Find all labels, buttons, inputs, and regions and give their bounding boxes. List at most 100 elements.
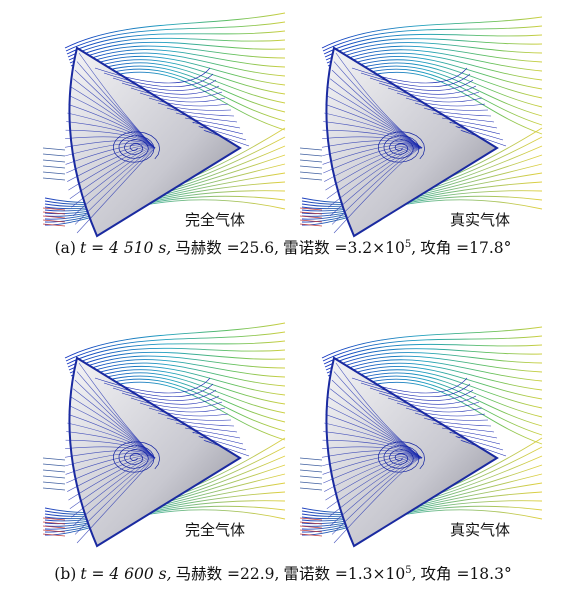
surface-streamline [414, 102, 489, 111]
caption-time: t = 4 600 s, [80, 565, 172, 583]
surface-streamline [405, 97, 486, 107]
surface-streamline [139, 92, 226, 103]
inflow [42, 223, 66, 227]
caption-sep: , [411, 565, 417, 583]
vortex [113, 131, 160, 163]
caption-reynolds: 雷诺数 =3.2×10 [283, 239, 405, 257]
inflow [299, 517, 323, 521]
streamline [65, 331, 286, 362]
streamline [329, 56, 543, 90]
surface-streamline [432, 422, 495, 433]
surface-streamline [130, 397, 223, 409]
surface-streamline [387, 397, 480, 409]
streamline-panel: 真实气体 [299, 326, 543, 548]
inflow [42, 469, 66, 473]
gas-model-label: 真实气体 [450, 211, 510, 229]
inflow [42, 219, 66, 223]
streamline [325, 352, 543, 371]
inflow [42, 171, 66, 175]
surface-streamline [67, 456, 156, 492]
inflow [299, 211, 323, 215]
inflow [299, 159, 323, 163]
inflow [299, 153, 323, 157]
inflow [42, 481, 66, 485]
inflow [299, 177, 323, 181]
inflow [299, 475, 323, 479]
surface-streamline [455, 126, 504, 141]
inflow [42, 517, 66, 521]
surface-streamline [360, 72, 471, 87]
surface-streamline [423, 107, 492, 117]
surface-streamline [326, 147, 423, 199]
surface-streamline [112, 387, 217, 401]
inflow [42, 533, 66, 537]
inflow [42, 211, 66, 215]
surface-streamline [157, 412, 232, 421]
surface-streamline [71, 147, 156, 208]
surface-streamline [175, 422, 238, 433]
surface-streamline [378, 392, 477, 405]
surface-streamline [360, 382, 471, 397]
caption-aoa: 攻角 =17.8° [420, 239, 512, 257]
caption-time: t = 4 510 s, [79, 239, 172, 257]
body-surface [68, 356, 242, 548]
surface-streamline [396, 402, 483, 413]
inflow [299, 165, 323, 169]
inflow [42, 153, 66, 157]
streamline [67, 37, 286, 58]
streamline [64, 12, 286, 49]
surface-streamline [329, 457, 423, 527]
surface-streamline [198, 126, 247, 141]
inflow [299, 215, 323, 219]
inflow [299, 171, 323, 175]
body-surface [68, 46, 242, 238]
surface-streamline [378, 82, 477, 95]
surface-streamline [192, 122, 244, 135]
inflow [299, 219, 323, 223]
surface-streamline [72, 147, 156, 217]
surface-streamline [423, 417, 492, 427]
streamline-panel: 真实气体 [299, 16, 543, 238]
surface-streamline [71, 457, 156, 518]
streamline [66, 30, 286, 55]
surface-streamline [325, 146, 423, 191]
streamline [328, 52, 543, 81]
streamline [325, 42, 543, 61]
inflow [299, 207, 323, 211]
streamline [67, 347, 286, 368]
streamline [321, 326, 543, 359]
caption-tag: (a) [54, 239, 76, 257]
caption-sep: , [411, 239, 417, 257]
surface-streamline [157, 102, 232, 111]
streamline [322, 335, 543, 362]
surface-streamline [449, 122, 501, 135]
surface-streamline [203, 440, 250, 457]
streamline [72, 55, 286, 86]
surface-streamline [68, 456, 156, 501]
gas-model-label: 完全气体 [185, 521, 245, 539]
vortex [378, 131, 425, 163]
inflow [42, 177, 66, 181]
surface-streamline [351, 377, 468, 394]
streamline-panel: 完全气体 [42, 12, 286, 238]
surface-streamline [432, 112, 495, 123]
surface-streamline [329, 147, 423, 217]
streamline [327, 359, 543, 382]
inflow [42, 457, 66, 461]
surface-streamline [67, 146, 156, 182]
inflow [299, 457, 323, 461]
inflow [42, 529, 66, 533]
caption-mach: 马赫数 =22.9, [175, 565, 280, 583]
surface-streamline [396, 92, 483, 103]
streamline [324, 348, 543, 368]
streamline [322, 25, 543, 52]
streamline [64, 322, 286, 359]
inflow [299, 521, 323, 525]
caption-tag: (b) [54, 565, 77, 583]
surface-streamline [94, 67, 211, 84]
streamline [70, 359, 286, 378]
surface-streamline [130, 87, 223, 99]
inflow [42, 215, 66, 219]
